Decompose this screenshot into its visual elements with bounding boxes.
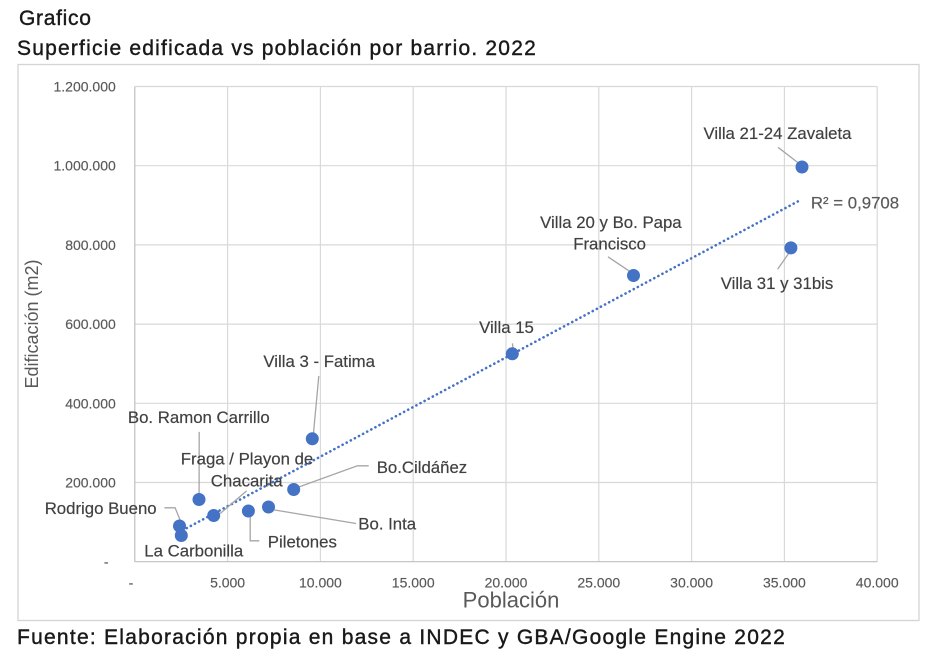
svg-text:10.000: 10.000 (299, 574, 342, 590)
svg-text:Rodrigo Bueno: Rodrigo Bueno (45, 499, 157, 518)
svg-text:400.000: 400.000 (65, 395, 116, 411)
svg-text:35.000: 35.000 (763, 574, 806, 590)
svg-text:40.000: 40.000 (856, 574, 899, 590)
svg-text:600.000: 600.000 (65, 316, 116, 332)
svg-text:30.000: 30.000 (670, 574, 713, 590)
svg-text:Villa 3 - Fatima: Villa 3 - Fatima (263, 352, 375, 371)
svg-text:Población: Población (463, 588, 560, 613)
svg-text:Francisco: Francisco (573, 235, 646, 254)
svg-text:R² = 0,9708: R² = 0,9708 (811, 194, 899, 213)
svg-text:-: - (129, 574, 134, 590)
svg-text:Bo. Inta: Bo. Inta (358, 515, 417, 534)
svg-text:20.000: 20.000 (485, 574, 528, 590)
svg-text:Edificación (m2): Edificación (m2) (22, 259, 42, 388)
svg-text:Villa 20 y Bo. Papa: Villa 20 y Bo. Papa (540, 213, 682, 232)
svg-text:Bo.Cildáñez: Bo.Cildáñez (377, 458, 468, 477)
svg-text:800.000: 800.000 (65, 237, 116, 253)
svg-text:1.200.000: 1.200.000 (54, 79, 116, 95)
svg-text:5.000: 5.000 (210, 574, 245, 590)
svg-text:Bo. Ramon Carrillo: Bo. Ramon Carrillo (128, 408, 270, 427)
svg-text:15.000: 15.000 (392, 574, 435, 590)
svg-text:1.000.000: 1.000.000 (54, 158, 116, 174)
svg-text:200.000: 200.000 (65, 475, 116, 491)
svg-text:La Carbonilla: La Carbonilla (144, 542, 244, 561)
svg-text:Villa 15: Villa 15 (479, 318, 534, 337)
svg-text:Villa 21-24 Zavaleta: Villa 21-24 Zavaleta (703, 124, 852, 143)
svg-text:Villa 31 y 31bis: Villa 31 y 31bis (721, 274, 834, 293)
svg-text:Chacarita: Chacarita (211, 471, 283, 490)
svg-text:25.000: 25.000 (577, 574, 620, 590)
svg-text:-: - (104, 554, 109, 570)
svg-text:Fraga / Playon de: Fraga / Playon de (181, 449, 313, 468)
svg-text:Piletones: Piletones (268, 533, 337, 552)
